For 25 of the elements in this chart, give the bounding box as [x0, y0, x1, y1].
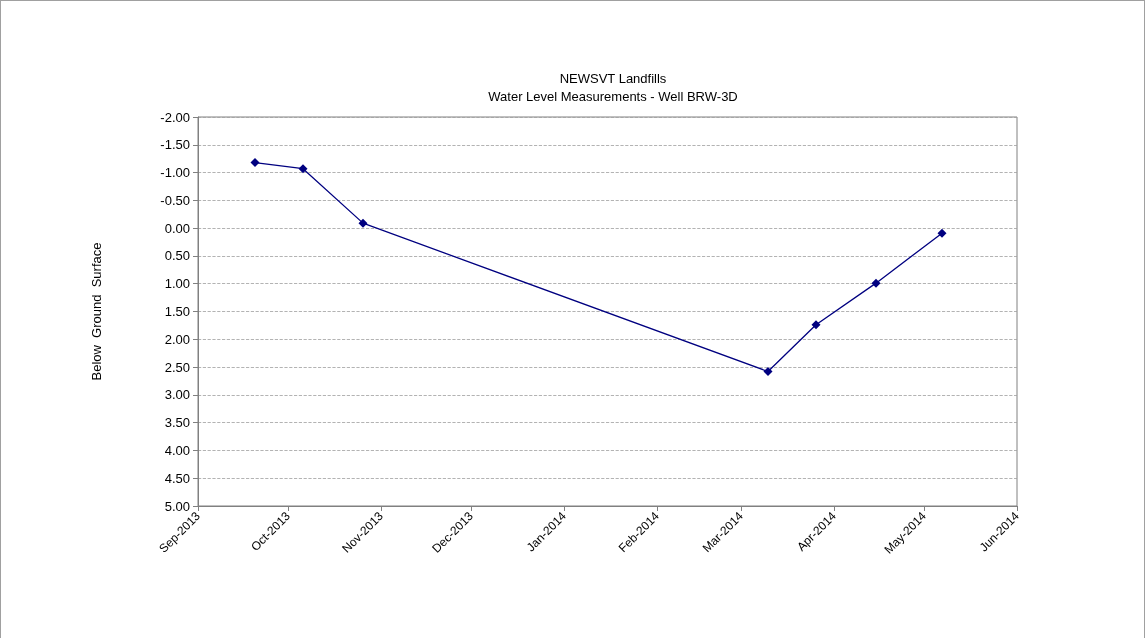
chart-subtitle: Water Level Measurements - Well BRW-3D: [488, 89, 738, 104]
y-tick-label: 2.50: [164, 359, 190, 375]
y-tick-label: -2.00: [160, 109, 190, 125]
y-tick-label: 2.00: [164, 331, 190, 347]
y-tick-label: 4.50: [164, 470, 190, 486]
y-tick-label: -1.50: [160, 137, 190, 153]
y-tick-label: -1.00: [160, 165, 190, 181]
y-tick-label: 1.00: [164, 276, 190, 292]
y-tick-label: 4.00: [164, 442, 190, 458]
y-tick-label: 0.50: [164, 248, 190, 264]
y-tick-label: 5.00: [164, 498, 190, 514]
point: [871, 278, 881, 288]
y-tick-label: 3.50: [164, 415, 190, 431]
y-tick-label: -0.50: [160, 192, 190, 208]
point: [358, 218, 368, 228]
y-tick-label: 3.00: [164, 387, 190, 403]
chart-title: NEWSVT Landfills: [559, 71, 667, 86]
point: [763, 367, 773, 377]
point: [298, 164, 308, 174]
y-tick-label: 0.00: [164, 220, 190, 236]
point: [937, 228, 947, 238]
point: [250, 158, 260, 168]
point: [811, 320, 821, 330]
y-tick-label: 1.50: [164, 304, 190, 319]
y-axis-title: Below Ground Surface: [89, 242, 104, 381]
